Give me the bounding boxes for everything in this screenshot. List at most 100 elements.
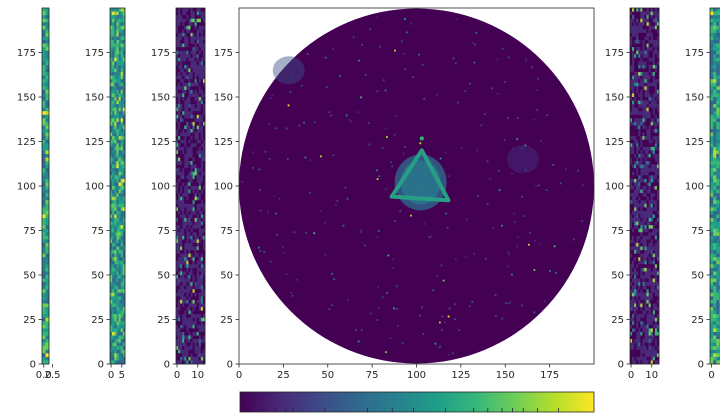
- pixel: [188, 289, 191, 294]
- speckle: [287, 104, 290, 107]
- pixel: [634, 171, 637, 176]
- pixel: [120, 242, 124, 247]
- pixel: [178, 143, 181, 148]
- pixel: [110, 356, 113, 361]
- speckle: [524, 144, 527, 147]
- pixel: [713, 353, 717, 358]
- pixel: [638, 29, 641, 34]
- pixel: [640, 54, 643, 59]
- pixel: [646, 132, 649, 137]
- pixel: [650, 36, 654, 41]
- y-tick-label: 50: [157, 271, 170, 282]
- pixel: [656, 100, 660, 105]
- pixel: [716, 346, 720, 351]
- pixel: [122, 139, 126, 144]
- pixel: [42, 178, 46, 183]
- pixel: [182, 260, 185, 265]
- pixel: [198, 299, 202, 304]
- speckle: [368, 143, 371, 146]
- pixel: [636, 267, 639, 272]
- pixel: [200, 178, 204, 183]
- pixel: [114, 271, 117, 276]
- pixel: [198, 40, 202, 44]
- speckle: [252, 167, 254, 169]
- pixel: [192, 207, 195, 212]
- pixel: [116, 310, 119, 315]
- pixel: [652, 232, 656, 237]
- pixel: [120, 89, 124, 94]
- pixel: [642, 331, 645, 336]
- pixel: [640, 214, 643, 219]
- pixel: [200, 118, 204, 123]
- pixel: [200, 264, 204, 269]
- pixel: [648, 18, 652, 23]
- pixel: [638, 356, 641, 361]
- pixel: [644, 299, 647, 304]
- pixel: [200, 168, 204, 173]
- pixel: [636, 36, 639, 41]
- pixel: [642, 143, 645, 148]
- pixel: [194, 321, 198, 326]
- pixel: [184, 285, 187, 290]
- pixel: [120, 278, 124, 283]
- pixel: [194, 242, 198, 247]
- pixel: [182, 275, 185, 279]
- pixel: [716, 15, 720, 19]
- pixel: [642, 349, 645, 354]
- pixel: [652, 68, 656, 73]
- pixel: [652, 97, 656, 101]
- pixel: [194, 200, 198, 205]
- y-tick-label: 75: [91, 226, 104, 237]
- pixel: [648, 267, 652, 272]
- pixel: [634, 285, 637, 290]
- pixel: [640, 292, 643, 297]
- pixel: [118, 178, 122, 183]
- pixel: [710, 260, 714, 265]
- pixel: [194, 121, 198, 126]
- pixel: [192, 75, 195, 80]
- pixel: [122, 57, 126, 62]
- pixel: [178, 239, 181, 244]
- pixel: [118, 72, 122, 76]
- speckle: [390, 161, 392, 164]
- pixel: [176, 314, 179, 319]
- speckle: [503, 139, 506, 142]
- speckle: [332, 154, 335, 157]
- pixel: [198, 47, 202, 52]
- pixel: [654, 335, 658, 340]
- pixel: [634, 210, 637, 215]
- pixel: [646, 168, 649, 173]
- pixel: [646, 11, 649, 16]
- pixel: [196, 278, 200, 283]
- pixel: [646, 104, 649, 108]
- pixel: [194, 168, 198, 173]
- pixel: [650, 118, 654, 123]
- pixel: [650, 114, 654, 119]
- pixel: [202, 175, 206, 180]
- pixel: [45, 164, 50, 169]
- speckle: [486, 160, 489, 163]
- pixel: [650, 225, 654, 230]
- pixel: [114, 242, 117, 247]
- pixel: [184, 132, 187, 137]
- pixel: [188, 11, 191, 16]
- pixel: [636, 200, 639, 205]
- pixel: [202, 260, 206, 265]
- pixel: [642, 22, 645, 27]
- pixel: [184, 360, 187, 365]
- pixel: [194, 93, 198, 98]
- pixel: [192, 146, 195, 151]
- pixel: [638, 271, 641, 276]
- pixel: [646, 8, 649, 12]
- pixel: [640, 239, 643, 244]
- pixel: [202, 82, 206, 87]
- pixel: [118, 360, 122, 365]
- pixel: [182, 250, 185, 254]
- pixel: [192, 242, 195, 247]
- pixel: [188, 299, 191, 304]
- pixel: [186, 64, 189, 69]
- pixel: [638, 253, 641, 258]
- pixel: [716, 164, 720, 169]
- pixel: [192, 193, 195, 197]
- pixel: [196, 275, 200, 279]
